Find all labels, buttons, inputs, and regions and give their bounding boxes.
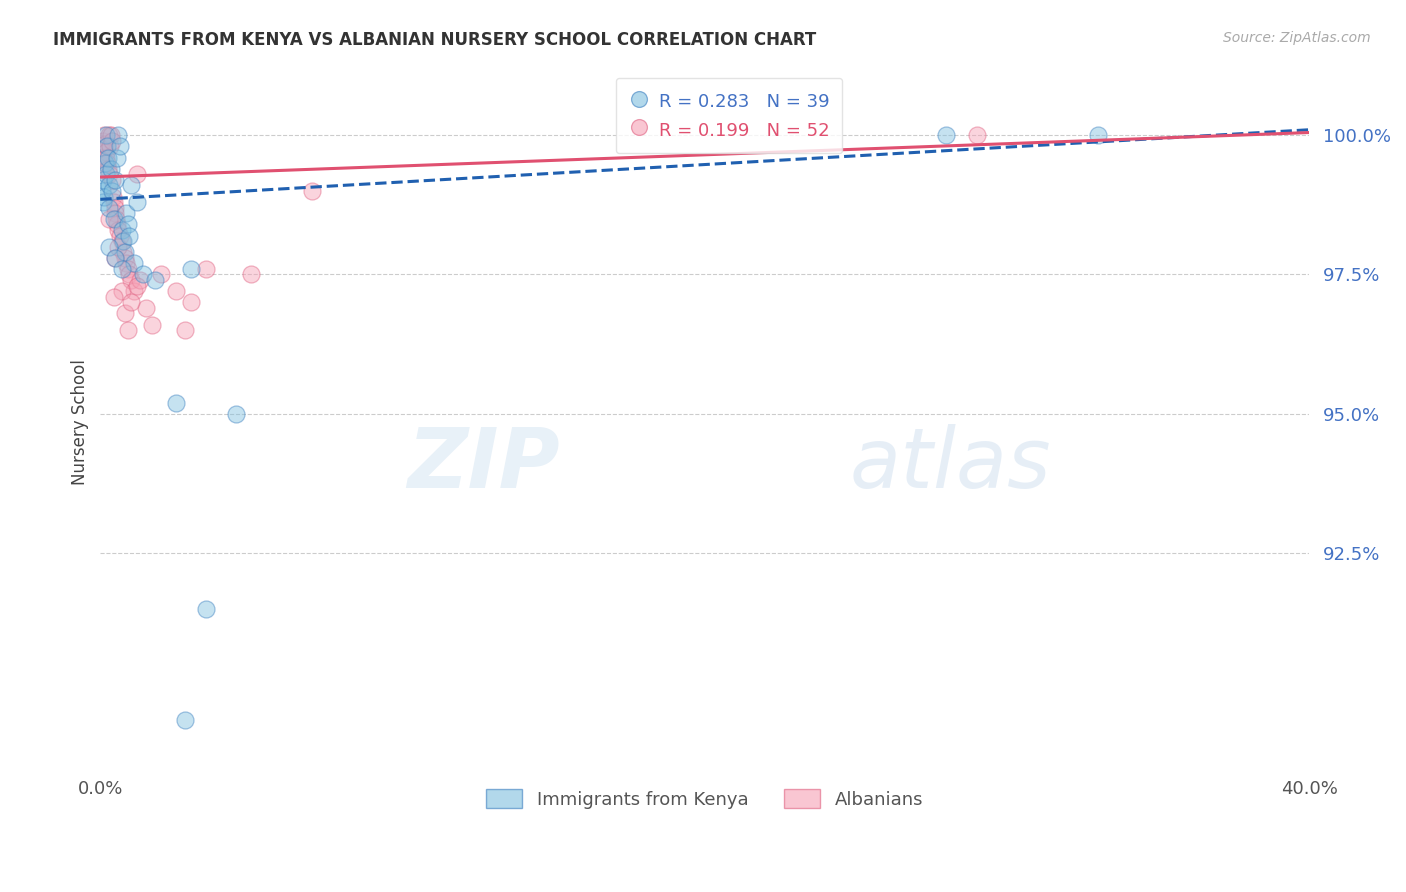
Text: IMMIGRANTS FROM KENYA VS ALBANIAN NURSERY SCHOOL CORRELATION CHART: IMMIGRANTS FROM KENYA VS ALBANIAN NURSER… <box>53 31 817 49</box>
Point <box>110 284 132 298</box>
Point <box>135 301 157 315</box>
Point <box>98 201 121 215</box>
Point <box>966 128 988 143</box>
Point <box>96 139 118 153</box>
Point <box>125 195 148 210</box>
Point <box>117 218 139 232</box>
Point <box>165 395 187 409</box>
Point <box>118 228 141 243</box>
Point <box>174 713 197 727</box>
Point <box>174 323 197 337</box>
Point <box>104 206 127 220</box>
Point <box>101 173 124 187</box>
Point <box>115 256 138 270</box>
Point <box>165 284 187 298</box>
Point <box>125 167 148 181</box>
Point <box>94 136 117 151</box>
Text: Source: ZipAtlas.com: Source: ZipAtlas.com <box>1223 31 1371 45</box>
Point <box>108 139 131 153</box>
Text: atlas: atlas <box>849 424 1052 505</box>
Point <box>117 261 139 276</box>
Point <box>91 195 114 210</box>
Point <box>195 261 218 276</box>
Point <box>104 251 127 265</box>
Point <box>100 161 122 176</box>
Point <box>118 268 141 282</box>
Point <box>100 128 122 143</box>
Point <box>114 306 136 320</box>
Point <box>149 268 172 282</box>
Point <box>128 273 150 287</box>
Point <box>93 173 115 187</box>
Point <box>120 295 142 310</box>
Point <box>125 278 148 293</box>
Point <box>225 407 247 421</box>
Legend: Immigrants from Kenya, Albanians: Immigrants from Kenya, Albanians <box>479 782 931 816</box>
Point <box>94 167 117 181</box>
Point <box>114 251 136 265</box>
Point <box>103 211 125 226</box>
Point <box>114 245 136 260</box>
Point <box>94 156 117 170</box>
Point <box>103 195 125 210</box>
Point <box>105 211 128 226</box>
Point <box>110 223 132 237</box>
Point <box>180 295 202 310</box>
Point <box>96 151 118 165</box>
Point <box>97 167 120 181</box>
Point <box>91 145 114 159</box>
Point <box>131 268 153 282</box>
Point <box>101 189 124 203</box>
Point <box>98 211 121 226</box>
Point <box>195 601 218 615</box>
Point <box>104 251 127 265</box>
Point <box>98 139 121 153</box>
Point <box>98 240 121 254</box>
Point <box>93 134 115 148</box>
Point <box>108 228 131 243</box>
Point <box>107 223 129 237</box>
Point <box>96 156 118 170</box>
Point <box>122 284 145 298</box>
Point <box>97 151 120 165</box>
Point <box>935 128 957 143</box>
Point <box>94 145 117 159</box>
Point <box>101 184 124 198</box>
Point <box>240 268 263 282</box>
Point <box>143 273 166 287</box>
Point <box>105 151 128 165</box>
Point <box>141 318 163 332</box>
Point <box>93 189 115 203</box>
Point <box>115 206 138 220</box>
Point <box>96 128 118 143</box>
Point <box>98 128 121 143</box>
Point <box>107 128 129 143</box>
Point <box>93 128 115 143</box>
Y-axis label: Nursery School: Nursery School <box>72 359 89 485</box>
Point <box>104 201 127 215</box>
Point <box>120 178 142 193</box>
Point <box>97 161 120 176</box>
Point <box>110 234 132 248</box>
Point <box>122 256 145 270</box>
Point <box>103 290 125 304</box>
Text: ZIP: ZIP <box>408 424 560 505</box>
Point <box>105 218 128 232</box>
Point <box>107 240 129 254</box>
Point <box>90 151 112 165</box>
Point <box>117 323 139 337</box>
Point <box>1087 128 1109 143</box>
Point <box>120 273 142 287</box>
Point <box>90 184 112 198</box>
Point <box>97 178 120 193</box>
Point <box>301 184 323 198</box>
Point <box>110 261 132 276</box>
Point <box>104 173 127 187</box>
Point <box>111 234 134 248</box>
Point <box>111 245 134 260</box>
Point <box>101 134 124 148</box>
Point <box>180 261 202 276</box>
